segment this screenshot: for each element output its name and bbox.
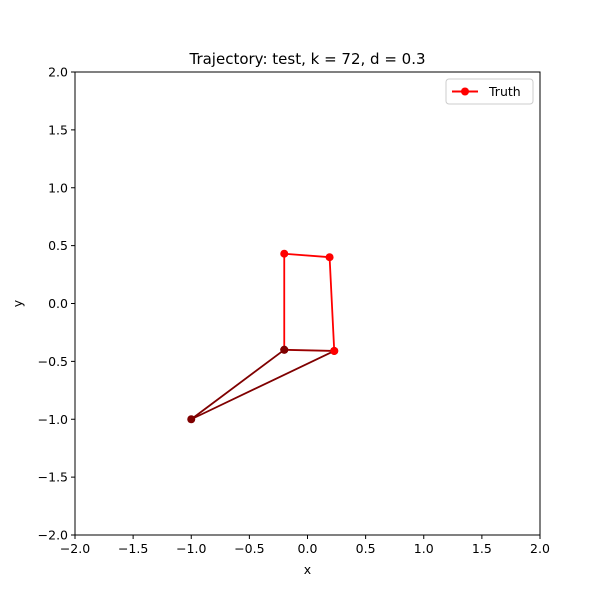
trajectory-segment <box>283 348 336 352</box>
x-tick-label: 0.0 <box>298 541 318 556</box>
x-axis-label: x <box>304 562 311 577</box>
x-tick-label: −1.0 <box>176 541 206 556</box>
legend-box <box>445 78 534 105</box>
x-tick-label: −0.5 <box>234 541 264 556</box>
trajectory-point <box>330 346 339 355</box>
legend: Truth <box>445 78 534 105</box>
trajectory-segment <box>283 252 331 259</box>
x-tick-label: 1.0 <box>414 541 434 556</box>
x-tick-label: 0.5 <box>356 541 376 556</box>
ticks-layer: −2.0 −1.5 −1.0 −0.5 0.0 0.5 1.0 1.5 2.0 −2.0 −1.5 −… <box>38 65 550 557</box>
y-tick-label: −0.5 <box>38 354 68 369</box>
trajectory-segment <box>190 348 286 421</box>
trajectory-point <box>325 253 334 262</box>
legend-label-truth: Truth <box>488 84 521 99</box>
trajectory-segment <box>190 350 336 421</box>
y-tick-label: 0.0 <box>48 296 68 311</box>
trajectory-point <box>187 415 196 424</box>
y-tick-label: −2.0 <box>38 528 68 543</box>
y-tick-label: 1.5 <box>48 122 68 137</box>
y-tick-label: −1.5 <box>38 470 68 485</box>
trajectory-segment <box>328 256 336 352</box>
y-tick-label: 1.0 <box>48 180 68 195</box>
legend-marker-truth <box>461 87 469 96</box>
y-tick-label: 2.0 <box>48 65 68 80</box>
x-tick-label: 2.0 <box>530 541 550 556</box>
x-tick-label: −1.5 <box>118 541 148 556</box>
chart-title: Trajectory: test, k = 72, d = 0.3 <box>188 50 425 68</box>
trajectory-point <box>280 249 289 258</box>
y-tick-label: −1.0 <box>38 412 68 427</box>
y-axis-label: y <box>10 299 25 307</box>
x-tick-label: −2.0 <box>60 541 90 556</box>
x-tick-label: 1.5 <box>472 541 492 556</box>
plot-layer <box>187 249 339 424</box>
y-tick-label: 0.5 <box>48 238 68 253</box>
trajectory-point <box>280 345 289 354</box>
